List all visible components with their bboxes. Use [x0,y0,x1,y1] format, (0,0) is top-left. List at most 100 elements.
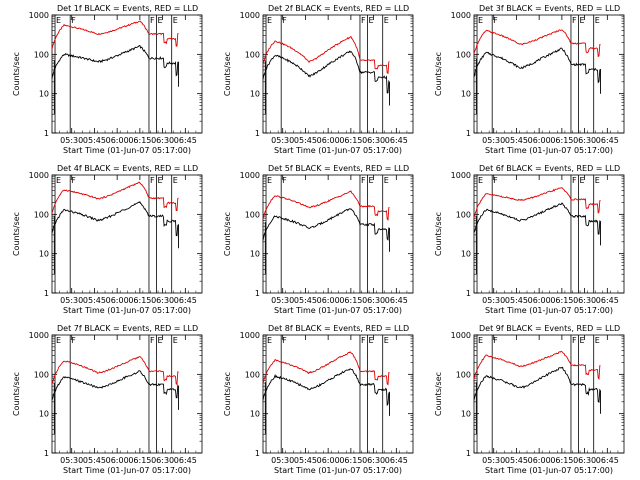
x-tick-label: 05:30 [482,136,505,145]
event-marker-label: E [267,16,272,25]
x-tick-label: 06:00 [317,296,340,305]
event-marker-label: E [478,16,483,25]
event-marker-label: E [369,176,374,185]
event-marker-label: E [580,336,585,345]
x-axis-label: Start Time (01-Jun-07 05:17:00) [485,146,613,155]
events-series-line [51,44,179,87]
x-tick-label: 06:15 [550,136,573,145]
y-tick-label: 1000 [29,171,49,180]
x-tick-label: 06:45 [596,136,619,145]
y-axis-label: Counts/sec [223,52,232,96]
event-marker-label: E [384,336,389,345]
event-marker-label: E [478,336,483,345]
panel-title: Det 7f BLACK = Events, RED = LLD [57,324,198,333]
y-tick-label: 100 [34,210,49,219]
x-tick-label: 05:30 [60,136,83,145]
plot-frame [473,174,625,294]
event-marker-label: E [580,176,585,185]
panel-title: Det 6f BLACK = Events, RED = LLD [479,164,620,173]
events-series-line [473,202,601,246]
y-tick-label: 1 [44,289,49,298]
event-marker-label: F [493,336,498,345]
y-tick-label: 10 [250,90,260,99]
y-axis-label: Counts/sec [434,372,443,416]
y-tick-label: 1000 [240,331,260,340]
x-tick-label: 05:45 [294,296,317,305]
event-marker-label: F [71,336,76,345]
y-tick-label: 1 [44,129,49,138]
x-axis-label: Start Time (01-Jun-07 05:17:00) [63,466,191,475]
y-tick-label: 10 [250,250,260,259]
x-tick-label: 06:30 [362,456,385,465]
x-tick-label: 06:15 [550,296,573,305]
event-marker-label: E [369,336,374,345]
y-tick-label: 1000 [240,171,260,180]
panel-title: Det 9f BLACK = Events, RED = LLD [479,324,620,333]
events-series-line [473,366,601,414]
event-marker-label: E [173,336,178,345]
x-tick-label: 06:00 [317,136,340,145]
event-marker-label: F [150,336,155,345]
event-marker-label: E [56,176,61,185]
y-tick-label: 10 [461,410,471,419]
y-tick-label: 100 [456,370,471,379]
y-tick-label: 1 [255,449,260,458]
y-tick-label: 10 [39,90,49,99]
x-tick-label: 05:30 [271,456,294,465]
y-tick-label: 10 [461,90,471,99]
plot-frame [51,14,203,134]
event-marker-label: E [158,336,163,345]
x-tick-label: 05:45 [505,296,528,305]
x-tick-label: 05:30 [482,296,505,305]
event-marker-label: F [282,176,287,185]
x-tick-label: 06:30 [573,136,596,145]
events-series-line [262,208,390,252]
x-tick-label: 05:30 [60,456,83,465]
y-tick-label: 100 [245,370,260,379]
x-tick-label: 06:30 [151,296,174,305]
x-tick-label: 06:45 [174,136,197,145]
event-marker-label: E [580,16,585,25]
y-tick-label: 1 [466,289,471,298]
x-axis-label: Start Time (01-Jun-07 05:17:00) [485,466,613,475]
panel-1: Det 1f BLACK = Events, RED = LLD 1 10 100 10… [12,4,203,155]
x-tick-label: 05:45 [294,136,317,145]
x-axis-label: Start Time (01-Jun-07 05:17:00) [274,146,402,155]
x-tick-label: 06:15 [128,296,151,305]
x-tick-label: 05:45 [83,136,106,145]
x-tick-label: 06:30 [151,456,174,465]
event-marker-label: F [572,16,577,25]
x-tick-label: 06:00 [528,136,551,145]
x-tick-label: 05:30 [271,296,294,305]
event-marker-label: F [282,16,287,25]
panel-title: Det 4f BLACK = Events, RED = LLD [57,164,198,173]
y-tick-label: 100 [245,50,260,59]
plot-frame [262,14,414,134]
plot-frame [262,174,414,294]
event-marker-label: E [267,176,272,185]
lld-series-line [473,29,601,58]
event-marker-label: E [173,176,178,185]
event-marker-label: F [493,16,498,25]
event-marker-label: F [150,176,155,185]
event-marker-label: E [173,16,178,25]
x-tick-label: 06:15 [339,136,362,145]
event-marker-label: E [369,16,374,25]
y-tick-label: 1 [466,129,471,138]
y-tick-label: 100 [34,50,49,59]
lld-series-line [262,190,390,221]
x-tick-label: 06:45 [385,136,408,145]
y-axis-label: Counts/sec [223,212,232,256]
panel-2: Det 2f BLACK = Events, RED = LLD 1 10 100 10… [223,4,414,155]
panel-title: Det 8f BLACK = Events, RED = LLD [268,324,409,333]
panel-3: Det 3f BLACK = Events, RED = LLD 1 10 100 10… [434,4,625,155]
y-tick-label: 100 [456,50,471,59]
y-tick-label: 10 [250,410,260,419]
x-tick-label: 05:45 [83,296,106,305]
event-marker-label: F [361,336,366,345]
x-tick-label: 06:15 [128,456,151,465]
x-tick-label: 05:30 [60,296,83,305]
event-marker-label: E [384,176,389,185]
lld-series-line [51,20,179,50]
